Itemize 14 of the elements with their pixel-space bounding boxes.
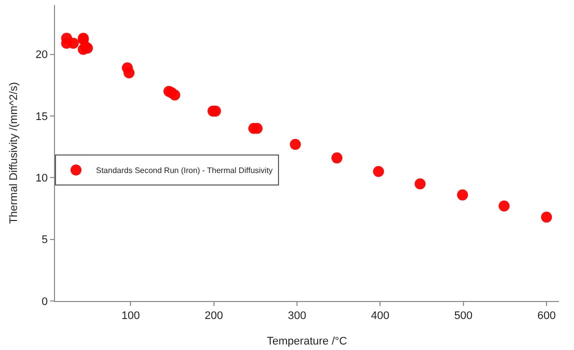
y-axis-title: Thermal Diffusivity /(mm^2/s) bbox=[8, 82, 20, 224]
y-tick-label: 0 bbox=[42, 296, 48, 308]
x-axis-title: Temperature /°C bbox=[266, 335, 348, 348]
x-tick-label: 200 bbox=[204, 310, 224, 322]
y-tick-label: 10 bbox=[36, 172, 48, 185]
x-tick-label: 300 bbox=[288, 310, 306, 322]
x-tick-label: 400 bbox=[371, 310, 390, 322]
x-tick-label: 100 bbox=[122, 310, 140, 322]
y-tick-label: 15 bbox=[36, 110, 48, 123]
y-tick-label: 5 bbox=[42, 234, 48, 246]
x-tick-label: 600 bbox=[537, 310, 556, 322]
x-tick-label: 500 bbox=[454, 310, 473, 322]
legend-label: Standards Second Run (Iron) - Thermal Diffusivity bbox=[96, 166, 273, 176]
y-tick-label: 20 bbox=[36, 49, 48, 62]
